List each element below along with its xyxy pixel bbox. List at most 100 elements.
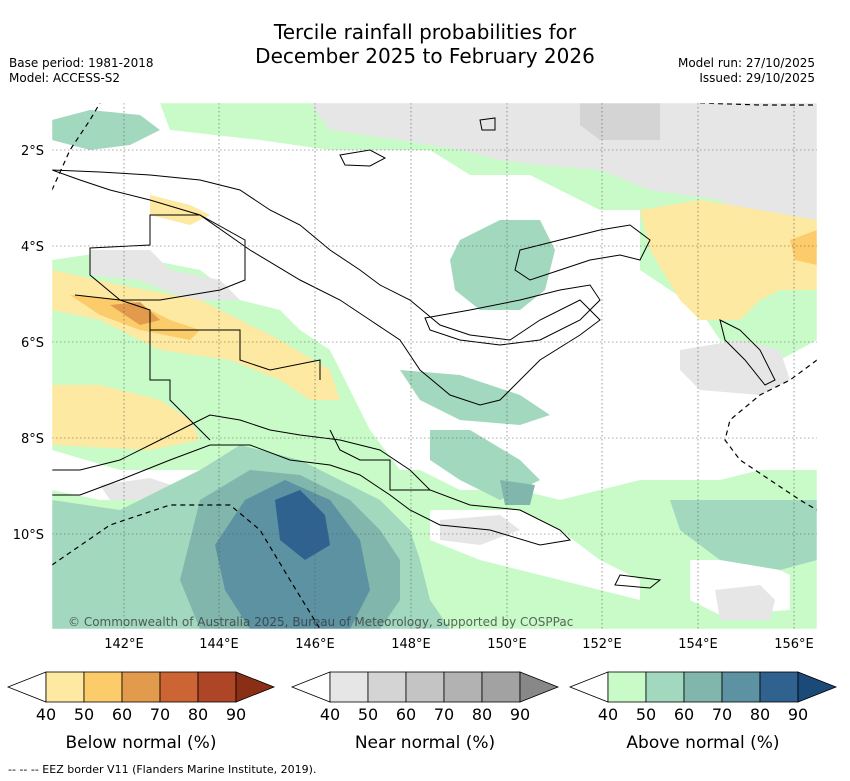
near-normal-north <box>310 103 817 240</box>
legend-swatch <box>329 671 369 703</box>
lon-label: 150°E <box>487 637 527 652</box>
white-region-main <box>52 103 817 500</box>
island-se-1 <box>614 574 662 589</box>
legend-tick: 90 <box>226 705 246 724</box>
legend-tick: 80 <box>472 705 492 724</box>
legend-swatch <box>83 671 123 703</box>
province-border-4 <box>329 429 430 491</box>
legend-swatch <box>6 671 47 703</box>
lat-label: 6°S <box>21 336 44 351</box>
lat-label: 10°S <box>13 528 44 543</box>
manus-island <box>339 149 387 167</box>
legend-tick: 70 <box>434 705 454 724</box>
near-normal-west <box>90 250 240 300</box>
lon-label: 148°E <box>391 637 431 652</box>
near-normal-far-se <box>715 585 775 620</box>
latitude-labels: 2°S 4°S 6°S 8°S 10°S <box>13 144 44 543</box>
lon-label: 152°E <box>582 637 622 652</box>
legend-swatch <box>290 671 331 703</box>
legend-tick: 90 <box>788 705 808 724</box>
above-normal-small-patch <box>500 480 535 505</box>
legend-swatch <box>759 671 799 703</box>
legend-swatch <box>645 671 685 703</box>
coastlines <box>52 117 776 589</box>
map-area: © Commonwealth of Australia 2025, Bureau… <box>52 103 817 629</box>
legend-swatch <box>519 671 560 703</box>
bougainville <box>719 319 776 386</box>
lon-label: 144°E <box>199 637 239 652</box>
below-normal-sw <box>52 385 200 450</box>
below-normal-east <box>640 200 817 320</box>
legend-tick: 40 <box>320 705 340 724</box>
legend-tick: 80 <box>750 705 770 724</box>
meta-left: Base period: 1981-2018 Model: ACCESS-S2 <box>9 56 154 86</box>
legend-tick: 60 <box>112 705 132 724</box>
new-guinea-north-coast <box>52 169 601 406</box>
legend-tick: 40 <box>598 705 618 724</box>
lon-label: 156°E <box>774 637 814 652</box>
legend-tick: 70 <box>712 705 732 724</box>
graticule <box>52 103 817 629</box>
new-ireland <box>514 224 651 281</box>
title-line-2: December 2025 to February 2026 <box>255 44 595 68</box>
province-border-1 <box>89 214 246 301</box>
eez-border-se <box>724 359 817 511</box>
legends: 40 50 60 70 80 90 Below normal (%) 40 50 60 70 80 90… <box>6 671 838 753</box>
province-border-3 <box>150 329 321 380</box>
map-title: Tercile rainfall probabilities for Decem… <box>0 20 850 68</box>
base-period: Base period: 1981-2018 <box>9 56 154 70</box>
lat-label: 2°S <box>21 144 44 159</box>
legend-tick: 60 <box>674 705 694 724</box>
legend-swatch <box>159 671 199 703</box>
model-run: Model run: 27/10/2025 <box>677 56 815 70</box>
above-normal-se <box>670 500 817 570</box>
legend-swatch <box>235 671 276 703</box>
legend-1: 40 50 60 70 80 90 Near normal (%) <box>290 671 560 753</box>
eez-border-nw <box>52 103 101 191</box>
title-line-1: Tercile rainfall probabilities for <box>273 20 577 44</box>
legend-swatch <box>481 671 521 703</box>
above-normal-north-sea <box>450 220 555 310</box>
province-borders <box>74 214 430 491</box>
legend-label: Near normal (%) <box>355 733 495 753</box>
legend-swatch <box>568 671 609 703</box>
above-normal-central <box>400 370 550 425</box>
island-north <box>479 117 496 131</box>
legend-swatch <box>45 671 85 703</box>
legend-tick: 50 <box>74 705 94 724</box>
lon-label: 154°E <box>678 637 718 652</box>
map-frame <box>51 102 818 630</box>
lon-label: 146°E <box>295 637 335 652</box>
eez-border-ne <box>699 103 817 106</box>
legend-swatch <box>797 671 838 703</box>
legend-tick: 90 <box>510 705 530 724</box>
model-name: Model: ACCESS-S2 <box>9 71 121 85</box>
eez-borders <box>52 103 817 629</box>
legend-swatch <box>443 671 483 703</box>
below-normal-west-peak <box>110 302 160 325</box>
legend-swatch <box>405 671 445 703</box>
credit-text: © Commonwealth of Australia 2025, Bureau… <box>68 615 573 629</box>
legend-swatch <box>197 671 237 703</box>
legend-label: Below normal (%) <box>66 733 217 753</box>
below-normal-east-core <box>790 230 817 265</box>
legend-tick: 80 <box>188 705 208 724</box>
longitude-labels: 142°E 144°E 146°E 148°E 150°E 152°E 154°E 156°E <box>104 637 814 652</box>
legend-swatch <box>121 671 161 703</box>
legend-swatch <box>721 671 761 703</box>
legend-tick: 40 <box>36 705 56 724</box>
legend-swatch <box>367 671 407 703</box>
province-border-2 <box>74 294 211 441</box>
above-normal-nw <box>52 110 160 150</box>
above-normal-south-70 <box>215 480 370 629</box>
lat-label: 8°S <box>21 432 44 447</box>
above-normal-south-80 <box>275 490 330 560</box>
footnote: -- -- -- EEZ border V11 (Flanders Marine… <box>8 763 317 776</box>
meta-right: Model run: 27/10/2025 Issued: 29/10/2025 <box>678 56 815 86</box>
issued-date: Issued: 29/10/2025 <box>699 71 815 85</box>
legend-swatch <box>607 671 647 703</box>
legend-tick: 50 <box>358 705 378 724</box>
eez-border-sw <box>52 504 321 629</box>
lon-label: 142°E <box>104 637 144 652</box>
legend-label: Above normal (%) <box>626 733 779 753</box>
